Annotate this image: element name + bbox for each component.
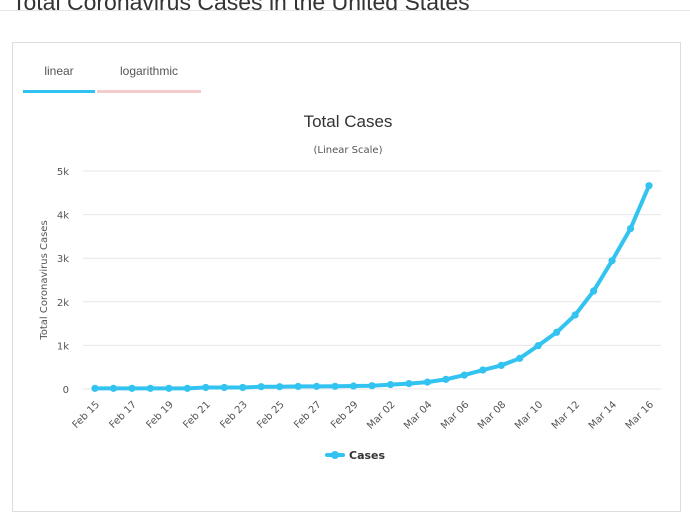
x-tick-label: Mar 10: [513, 399, 545, 431]
tab-logarithmic-label: logarithmic: [119, 64, 179, 78]
x-tick-label: Feb 19: [144, 399, 176, 431]
x-tick-label: Feb 29: [329, 399, 361, 431]
y-tick-label: 0: [63, 385, 69, 396]
data-point[interactable]: [128, 384, 136, 392]
legend-swatch-marker: [331, 451, 339, 459]
data-point[interactable]: [202, 383, 210, 392]
data-point[interactable]: [146, 384, 154, 392]
data-point[interactable]: [571, 311, 579, 319]
data-point[interactable]: [276, 383, 284, 391]
data-point[interactable]: [423, 378, 431, 386]
data-point[interactable]: [294, 382, 302, 391]
divider: [0, 10, 690, 11]
x-tick-label: Mar 14: [587, 399, 619, 431]
data-point[interactable]: [109, 384, 118, 392]
data-point[interactable]: [349, 382, 358, 390]
data-point[interactable]: [516, 354, 524, 362]
chart-card: linear logarithmic Total Cases (Linear S…: [12, 42, 681, 512]
data-point[interactable]: [553, 328, 561, 336]
data-point[interactable]: [645, 182, 653, 190]
x-tick-label: Feb 23: [218, 399, 250, 431]
y-tick-label: 4k: [57, 211, 69, 222]
y-tick-label: 5k: [57, 167, 69, 178]
chart-subtitle: (Linear Scale): [314, 145, 383, 156]
tab-linear[interactable]: linear: [23, 43, 95, 93]
legend-item-cases[interactable]: Cases: [349, 449, 386, 462]
data-point[interactable]: [479, 366, 487, 374]
x-tick-label: Mar 16: [624, 399, 656, 431]
y-tick-label: 2k: [57, 298, 69, 309]
page-heading: Total Coronavirus Cases in the United St…: [12, 0, 470, 15]
data-point[interactable]: [239, 383, 247, 392]
tab-logarithmic[interactable]: logarithmic: [97, 43, 201, 93]
x-tick-label: Feb 25: [255, 399, 287, 431]
data-point[interactable]: [386, 381, 395, 389]
chart-title: Total Cases: [304, 112, 393, 131]
data-point[interactable]: [183, 384, 191, 392]
data-point[interactable]: [442, 375, 450, 383]
x-tick-label: Feb 21: [181, 399, 213, 431]
x-tick-label: Mar 02: [365, 399, 397, 431]
data-point[interactable]: [497, 361, 505, 370]
data-point[interactable]: [165, 384, 173, 392]
x-tick-label: Mar 06: [439, 399, 471, 431]
data-point[interactable]: [257, 383, 265, 391]
chart: Total Cases (Linear Scale) 0 1k 2k 3k 4k 5k To…: [39, 112, 661, 462]
x-tick-label: Feb 17: [108, 399, 140, 431]
data-point[interactable]: [220, 383, 228, 392]
y-tick-label: 1k: [57, 341, 69, 352]
x-tick-label: Feb 27: [292, 399, 324, 431]
tab-linear-label: linear: [44, 64, 74, 78]
data-point[interactable]: [331, 382, 339, 390]
x-tick-label: Mar 12: [550, 399, 582, 431]
data-point[interactable]: [626, 224, 635, 233]
data-point[interactable]: [313, 382, 321, 390]
data-point[interactable]: [608, 257, 616, 265]
series-line-cases: [93, 183, 651, 391]
data-point[interactable]: [534, 342, 542, 350]
tab-linear-indicator: [23, 90, 95, 93]
data-point[interactable]: [368, 382, 376, 390]
y-axis-label: Total Coronavirus Cases: [39, 220, 50, 340]
data-point[interactable]: [91, 384, 99, 392]
x-tick-label: Mar 08: [476, 399, 508, 431]
x-tick-label: Feb 15: [71, 399, 103, 431]
x-tick-label: Mar 04: [402, 399, 434, 431]
tab-logarithmic-indicator: [97, 90, 201, 93]
data-point[interactable]: [460, 371, 468, 379]
data-point[interactable]: [405, 379, 413, 388]
y-tick-label: 3k: [57, 254, 69, 265]
data-point[interactable]: [590, 287, 598, 295]
